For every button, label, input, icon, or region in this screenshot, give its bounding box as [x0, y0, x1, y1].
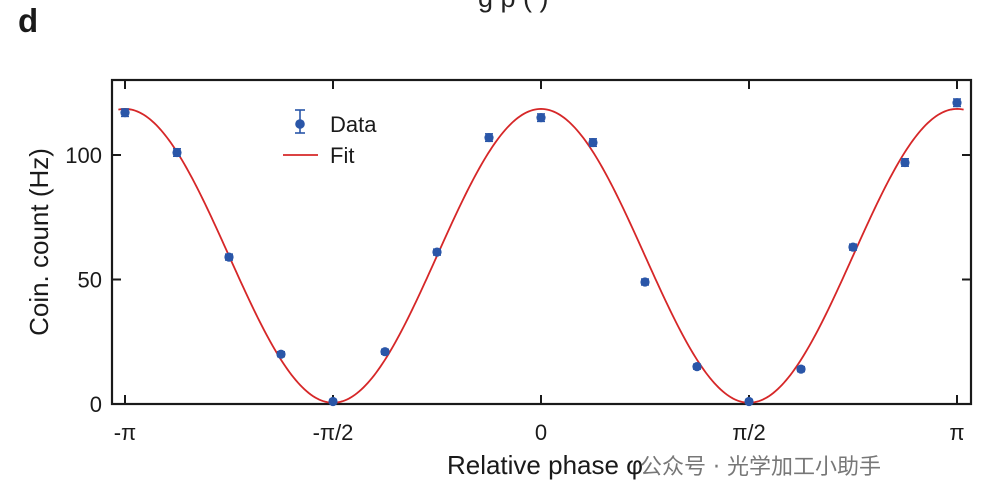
data-point: [276, 349, 286, 359]
data-point: [224, 252, 234, 262]
x-tick-label: π: [949, 420, 964, 445]
axes-layer: [110, 78, 973, 406]
x-tick-label: -π/2: [313, 420, 354, 445]
data-point: [744, 396, 754, 407]
data-point: [120, 108, 130, 118]
data-point: [796, 364, 806, 374]
data-point: [952, 98, 962, 108]
data-point: [172, 147, 182, 158]
x-tick-label: π/2: [732, 420, 766, 445]
legend: Data Fit: [283, 109, 377, 168]
y-tick-label: 100: [65, 143, 102, 168]
watermark-text: 公众号 · 光学加工小助手: [640, 455, 881, 480]
data-point: [328, 396, 338, 407]
fit-curve: [118, 108, 964, 404]
panel-label: d: [18, 2, 39, 39]
y-axis-title: Coin. count (Hz): [24, 148, 54, 336]
legend-label-fit: Fit: [330, 143, 354, 168]
fit-layer: [118, 108, 964, 404]
y-tick-label: 0: [90, 392, 102, 417]
plot-frame: [110, 78, 973, 406]
data-point: [848, 242, 858, 252]
x-tick-label: -π: [114, 420, 137, 445]
data-layer: [120, 98, 962, 407]
data-point: [588, 137, 598, 148]
x-tick-label: 0: [535, 420, 547, 445]
y-tick-label: 50: [78, 268, 102, 293]
legend-data-marker: [295, 119, 305, 129]
data-point: [640, 277, 650, 287]
label-layer: -π -π/2 0 π/2 π 0 50 100 Relative phase φ Coin. c…: [24, 143, 965, 480]
data-point: [692, 362, 702, 372]
cut-off-title-fragment: g p ( ): [478, 0, 549, 14]
data-point: [536, 113, 546, 123]
data-point: [380, 347, 390, 357]
data-point: [432, 247, 442, 257]
data-point: [484, 132, 494, 143]
x-axis-title: Relative phase φ: [447, 450, 643, 480]
data-point: [900, 157, 910, 168]
legend-label-data: Data: [330, 112, 377, 137]
